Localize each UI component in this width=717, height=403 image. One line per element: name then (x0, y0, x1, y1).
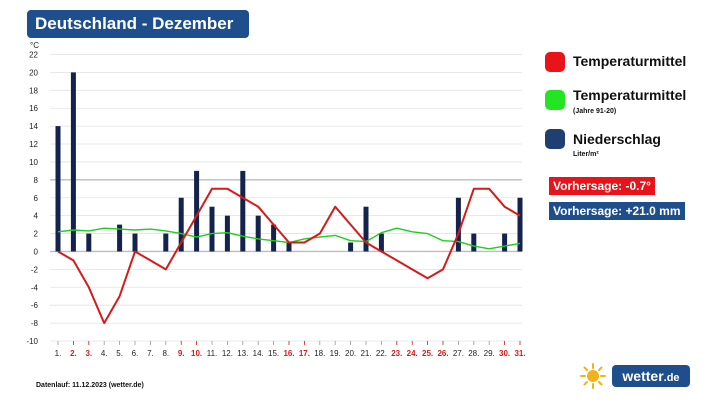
legend-swatch-normal (545, 90, 565, 110)
x-tick-label: 9. (178, 349, 185, 358)
y-tick-label: -10 (26, 337, 38, 346)
y-tick-label: 10 (29, 158, 38, 167)
legend-sub-precipitation: Liter/m² (573, 151, 599, 158)
precip-bar (363, 206, 369, 252)
y-tick-label: 14 (29, 122, 38, 131)
forecast-precipitation: Vorhersage: +21.0 mm (549, 202, 685, 220)
precip-bar (271, 224, 277, 252)
x-tick-label: 30. (499, 349, 510, 358)
legend-label-normal: Temperaturmittel (573, 87, 687, 103)
x-tick-label: 11. (207, 349, 218, 358)
x-tick-label: 25. (422, 349, 433, 358)
precipitation-bars (55, 72, 523, 252)
x-tick-label: 5. (116, 349, 123, 358)
legend-sub-normal: (Jahre 91-20) (573, 108, 617, 115)
precip-bar (471, 233, 477, 252)
x-tick-label: 6. (132, 349, 139, 358)
y-tick-label: 8 (34, 176, 39, 185)
y-tick-label: 16 (29, 104, 38, 113)
x-tick-label: 12. (222, 349, 233, 358)
x-tick-label: 2. (70, 349, 77, 358)
x-tick-label: 23. (391, 349, 402, 358)
precip-bar (455, 197, 461, 252)
x-tick-label: 22. (376, 349, 387, 358)
x-tick-label: 15. (268, 349, 279, 358)
precip-bar (55, 126, 61, 252)
x-tick-label: 3. (85, 349, 92, 358)
x-tick-label: 1. (55, 349, 62, 358)
precip-bar (502, 233, 508, 252)
precip-bar (224, 215, 230, 252)
x-tick-label: 27. (453, 349, 464, 358)
x-tick-label: 31. (514, 349, 525, 358)
x-tick-label: 13. (237, 349, 248, 358)
x-tick-label: 8. (162, 349, 169, 358)
precip-bar (240, 170, 246, 252)
x-tick-label: 19. (330, 349, 341, 358)
x-tick-label: 18. (314, 349, 325, 358)
x-tick-label: 10. (191, 349, 202, 358)
x-tick-label: 20. (345, 349, 356, 358)
precip-bar (70, 72, 76, 252)
y-tick-label: 4 (34, 212, 39, 221)
y-tick-label: -2 (31, 265, 39, 274)
precip-bar (209, 206, 215, 252)
x-tick-label: 4. (101, 349, 108, 358)
sun-icon (580, 363, 606, 389)
legend-swatch-temperature (545, 52, 565, 72)
y-tick-label: 0 (34, 247, 39, 256)
gridlines (50, 54, 522, 342)
x-tick-label: 14. (253, 349, 264, 358)
x-tick-label: 28. (468, 349, 479, 358)
x-tick-label: 26. (437, 349, 448, 358)
y-axis-ticks: -10 -8 -6 -4 -2 0 2 4 6 8 10 12 14 16 18 20 22 (26, 51, 38, 347)
logo-text: wetter (622, 368, 664, 384)
y-tick-label: 22 (29, 51, 38, 60)
logo-suffix: .de (663, 372, 680, 384)
y-tick-label: 20 (29, 68, 38, 77)
precip-bar (194, 170, 200, 252)
precip-bar (117, 224, 123, 252)
precip-bar (132, 233, 138, 252)
x-tick-label: 29. (484, 349, 495, 358)
legend-label-precipitation: Niederschlag (573, 131, 661, 147)
x-tick-label: 17. (299, 349, 310, 358)
wetter-logo[interactable]: wetter.de (578, 362, 690, 390)
precip-bar (286, 242, 292, 252)
y-tick-label: -6 (31, 301, 39, 310)
y-tick-label: 12 (29, 140, 38, 149)
logo-wordmark: wetter.de (612, 365, 690, 387)
precip-bar (178, 197, 184, 252)
x-tick-label: 16. (283, 349, 294, 358)
y-axis-unit: °C (30, 41, 39, 50)
x-tick-label: 7. (147, 349, 154, 358)
x-tick-label: 24. (407, 349, 418, 358)
y-tick-label: -8 (31, 319, 39, 328)
precip-bar (163, 233, 169, 252)
y-tick-label: 18 (29, 86, 38, 95)
legend-label-temperature: Temperaturmittel (573, 53, 687, 69)
precip-bar (348, 242, 354, 252)
legend-swatch-precipitation (545, 129, 565, 149)
x-tick-label: 21. (360, 349, 371, 358)
precip-bar (86, 233, 92, 252)
precip-bar (378, 233, 384, 252)
y-tick-label: 6 (34, 194, 39, 203)
precip-bar (517, 197, 523, 252)
temperature-line (57, 187, 521, 325)
data-run-footer: Datenlauf: 11.12.2023 (wetter.de) (36, 382, 144, 389)
temperature-lines (57, 187, 521, 325)
chart-title: Deutschland - Dezember (27, 10, 249, 38)
y-tick-label: 2 (34, 230, 39, 239)
y-tick-label: -4 (31, 283, 39, 292)
precip-bar (255, 215, 261, 252)
forecast-temperature: Vorhersage: -0.7° (549, 177, 655, 195)
x-axis-ticks: 1. 2. 3. 4. 5. 6. 7. 8. 9. 10. 11. 12. 13. 14. 15. 16. 1… (55, 341, 526, 358)
